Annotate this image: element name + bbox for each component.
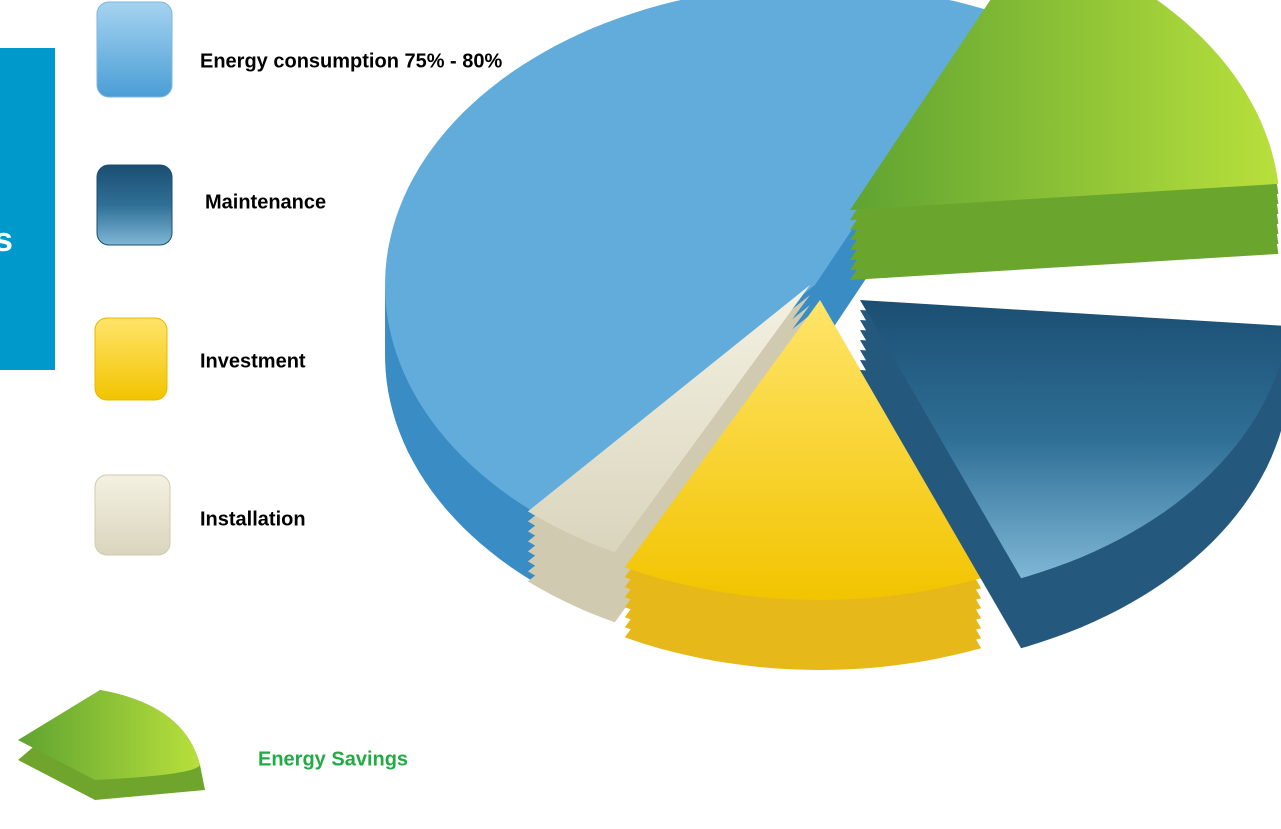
legend-swatch xyxy=(96,1,173,98)
pie-slice xyxy=(624,300,982,600)
highlight-label: Energy Savings xyxy=(258,748,408,770)
pie-illustration xyxy=(385,0,1281,670)
pie-slice xyxy=(527,285,810,553)
legend-swatch xyxy=(96,164,173,246)
legend-swatch xyxy=(94,317,168,401)
pie-slice xyxy=(860,300,1281,579)
legend-label: Investment xyxy=(200,350,306,372)
side-panel-text: s xyxy=(0,221,13,259)
legend-label: Installation xyxy=(200,508,306,530)
savings-icon xyxy=(18,690,205,800)
pie-slice xyxy=(385,0,997,512)
pie-slice xyxy=(850,0,1279,210)
legend-swatch xyxy=(94,474,171,556)
legend-label: Energy consumption 75% - 80% xyxy=(200,50,503,72)
legend-label: Maintenance xyxy=(205,191,326,213)
side-panel xyxy=(0,48,55,370)
